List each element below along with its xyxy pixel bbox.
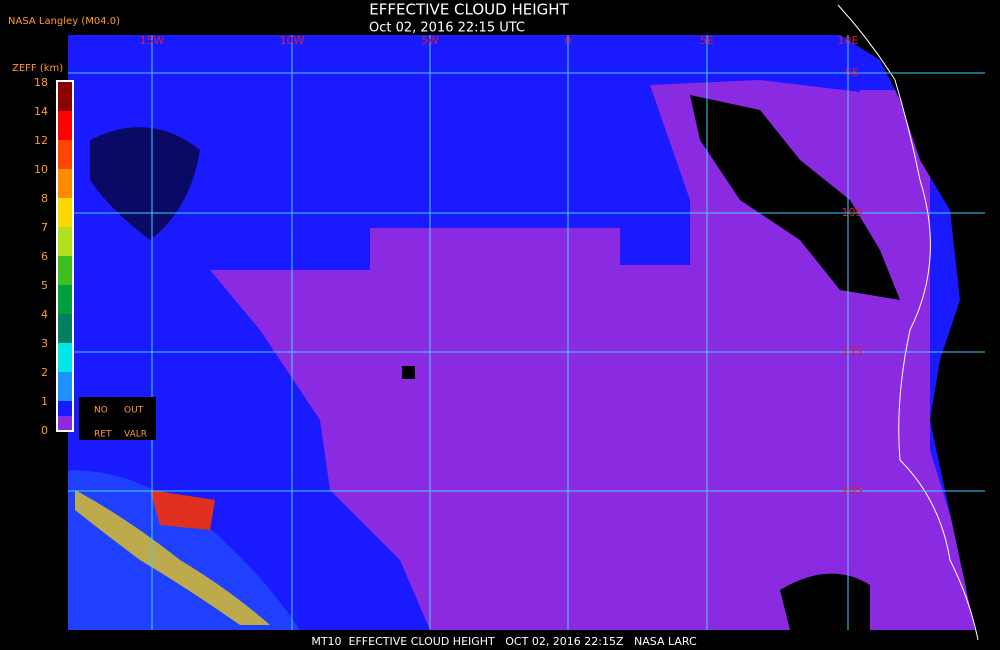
colorbar-tick-label: 18 bbox=[34, 76, 48, 89]
colorbar-segment bbox=[58, 140, 72, 169]
graticule: 15W 10W 5W 0 5E 10E 5S 10S 15S 20S bbox=[68, 34, 985, 630]
colorbar-segment bbox=[58, 343, 72, 372]
colorbar-tick-label: 10 bbox=[34, 163, 48, 176]
source-label: NASA Langley (M04.0) bbox=[8, 16, 120, 27]
longitude-label: 15W bbox=[140, 34, 165, 47]
longitude-label: 10E bbox=[838, 34, 859, 47]
land bbox=[840, 35, 985, 630]
legend-label: NO bbox=[94, 406, 108, 416]
longitude-label: 5E bbox=[700, 34, 714, 47]
colorbar-segment bbox=[58, 198, 72, 227]
high-cloud bbox=[75, 490, 270, 625]
legend-box bbox=[79, 397, 156, 440]
colorbar-unit: ZEFF (km) bbox=[12, 63, 63, 74]
colorbar-segment bbox=[58, 372, 72, 401]
colorbar-segment bbox=[58, 169, 72, 198]
high-cloud bbox=[150, 490, 215, 530]
coastline bbox=[837, 4, 979, 641]
colorbar-tick-label: 14 bbox=[34, 105, 48, 118]
colorbar-segment bbox=[58, 285, 72, 314]
datetime: Oct 02, 2016 22:15 UTC bbox=[369, 21, 525, 36]
latitude-label: 10S bbox=[842, 206, 863, 219]
colorbar-tick-label: 0 bbox=[41, 424, 48, 437]
legend-label: RET bbox=[94, 430, 112, 440]
colorbar-tick-label: 1 bbox=[41, 395, 48, 408]
latitude-label: 20S bbox=[842, 484, 863, 497]
longitude-label: 10W bbox=[280, 34, 305, 47]
legend-label: VALR bbox=[124, 430, 147, 440]
colorbar-tick-label: 5 bbox=[41, 279, 48, 292]
colorbar-tick-label: 3 bbox=[41, 337, 48, 350]
latitude-label: 5S bbox=[845, 66, 859, 79]
colorbar-tick-label: 4 bbox=[41, 308, 48, 321]
longitude-label: 5W bbox=[421, 34, 439, 47]
longitude-label: 0 bbox=[565, 34, 572, 47]
colorbar-segment bbox=[58, 416, 72, 430]
legend-label: OUT bbox=[124, 406, 144, 416]
colorbar-segment bbox=[58, 314, 72, 343]
latitude-label: 15S bbox=[842, 345, 863, 358]
title: EFFECTIVE CLOUD HEIGHT bbox=[369, 1, 569, 19]
colorbar-segment bbox=[58, 82, 72, 111]
colorbar-tick-label: 2 bbox=[41, 366, 48, 379]
missing-pixel bbox=[402, 366, 415, 379]
land bbox=[90, 127, 200, 240]
colorbar-segment bbox=[58, 256, 72, 285]
colorbar-tick-label: 12 bbox=[34, 134, 48, 147]
colorbar-tick-label: 8 bbox=[41, 192, 48, 205]
high-cloud bbox=[68, 470, 300, 630]
footer: MT10 EFFECTIVE CLOUD HEIGHT OCT 02, 2016… bbox=[311, 635, 697, 648]
colorbar-segment bbox=[58, 227, 72, 256]
colorbar-segment bbox=[58, 111, 72, 140]
colorbar-tick-label: 7 bbox=[41, 221, 48, 234]
colorbar-tick-label: 6 bbox=[41, 250, 48, 263]
map-image bbox=[68, 4, 985, 641]
